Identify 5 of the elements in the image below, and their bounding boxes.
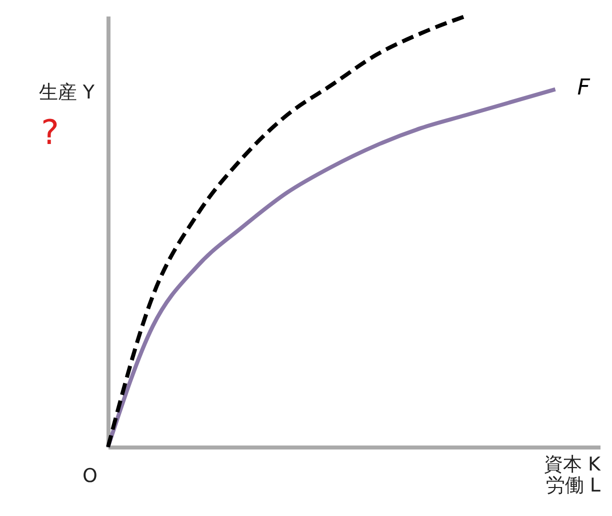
- x-axis-title: 資本 K 労働 L: [544, 454, 602, 496]
- series-label: F: [577, 75, 590, 100]
- y-axis-title: 生産 Y: [38, 82, 95, 104]
- text: O: [82, 465, 98, 487]
- text: ?: [40, 113, 60, 153]
